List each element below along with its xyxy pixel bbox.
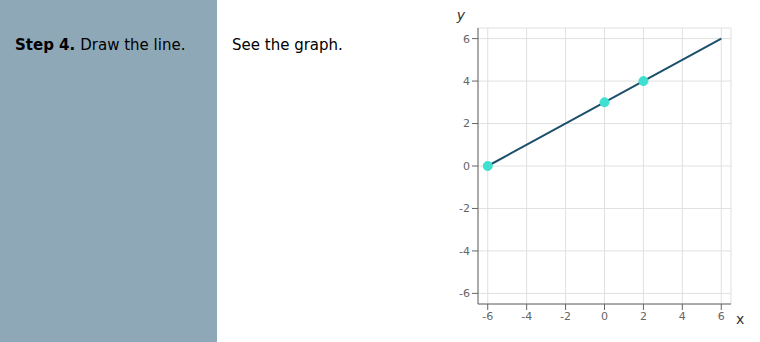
svg-text:y: y — [456, 7, 466, 23]
svg-text:x: x — [736, 311, 744, 327]
html-text:See the graph.: See the graph. — [232, 36, 343, 54]
svg-text:-6: -6 — [482, 310, 493, 323]
svg-text:-2: -2 — [560, 310, 571, 323]
html-text:Step 4. Draw the line.: Step 4. Draw the line. — [15, 36, 186, 54]
svg-text:-2: -2 — [459, 202, 470, 215]
svg-text:0: 0 — [601, 310, 608, 323]
svg-text:4: 4 — [463, 75, 470, 88]
svg-text:0: 0 — [463, 160, 470, 173]
svg-text:2: 2 — [640, 310, 647, 323]
svg-text:6: 6 — [463, 33, 470, 46]
svg-text:6: 6 — [718, 310, 725, 323]
svg-text:-4: -4 — [459, 245, 470, 258]
svg-text:-6: -6 — [459, 287, 470, 300]
svg-text:2: 2 — [463, 117, 470, 130]
svg-text:-4: -4 — [521, 310, 532, 323]
svg-text:4: 4 — [679, 310, 686, 323]
